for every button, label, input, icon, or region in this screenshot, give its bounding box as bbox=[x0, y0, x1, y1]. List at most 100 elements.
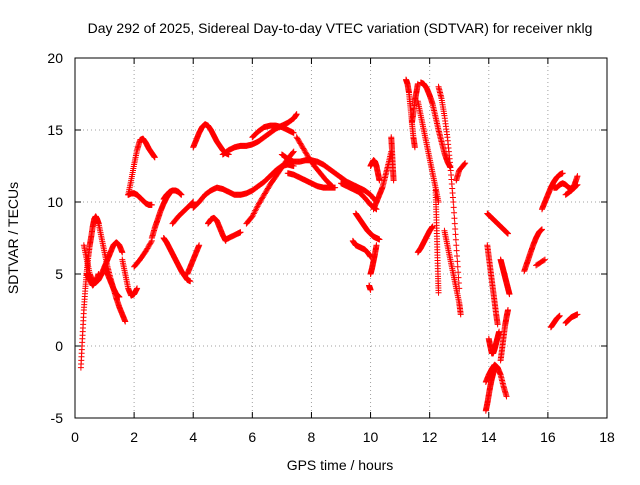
series-track-o bbox=[190, 161, 297, 211]
data-point bbox=[452, 231, 459, 238]
series-track-af bbox=[388, 134, 397, 184]
data-point bbox=[261, 190, 268, 197]
x-tick-label: 12 bbox=[422, 429, 438, 445]
series-track-ab bbox=[366, 282, 374, 293]
data-point bbox=[145, 244, 152, 251]
data-point bbox=[293, 111, 300, 118]
data-point bbox=[556, 312, 563, 319]
data-point bbox=[559, 170, 566, 177]
series-track-r bbox=[184, 242, 203, 277]
data-point bbox=[574, 311, 581, 318]
data-point bbox=[255, 201, 262, 208]
y-tick-label: 20 bbox=[47, 50, 63, 66]
x-tick-label: 6 bbox=[248, 429, 256, 445]
data-point bbox=[453, 247, 460, 254]
data-point bbox=[293, 134, 300, 141]
data-point bbox=[461, 161, 468, 168]
series-track-aw bbox=[521, 226, 545, 275]
x-tick-label: 10 bbox=[363, 429, 379, 445]
data-point bbox=[411, 144, 418, 151]
series-track-s bbox=[205, 214, 229, 244]
x-tick-labels: 0 2 4 6 8 10 12 14 16 18 bbox=[71, 429, 615, 445]
chart-title: Day 292 of 2025, Sidereal Day-to-day VTE… bbox=[88, 20, 593, 36]
series-track-a bbox=[77, 213, 102, 371]
data-point bbox=[301, 146, 308, 153]
data-point bbox=[260, 193, 267, 200]
data-point bbox=[253, 204, 260, 211]
data-point bbox=[187, 278, 194, 285]
data-point bbox=[296, 139, 303, 146]
data-point bbox=[462, 160, 469, 167]
series-track-an bbox=[432, 187, 442, 296]
data-point bbox=[504, 307, 511, 313]
data-point bbox=[429, 223, 436, 230]
data-point bbox=[254, 203, 261, 210]
data-point bbox=[263, 188, 270, 195]
data-point bbox=[454, 258, 461, 265]
data-point bbox=[453, 242, 460, 249]
data-point bbox=[506, 291, 513, 298]
data-point bbox=[145, 242, 152, 249]
data-point bbox=[290, 148, 297, 155]
y-tick-label: 0 bbox=[55, 338, 63, 354]
series-track-bc bbox=[562, 311, 581, 326]
data-point bbox=[454, 253, 461, 259]
series-track-w bbox=[284, 170, 339, 191]
data-point bbox=[367, 286, 374, 293]
data-point bbox=[297, 140, 304, 147]
x-tick-label: 2 bbox=[130, 429, 138, 445]
data-point bbox=[253, 206, 260, 213]
data-point bbox=[299, 144, 306, 151]
data-point bbox=[332, 184, 339, 191]
series-track-ao bbox=[453, 160, 469, 184]
data-point bbox=[303, 150, 310, 157]
series-track-ak bbox=[414, 223, 436, 256]
data-point bbox=[249, 213, 256, 220]
data-point bbox=[376, 236, 383, 243]
data-point bbox=[574, 181, 581, 188]
x-tick-label: 0 bbox=[71, 429, 79, 445]
y-tick-labels: -5 0 5 10 15 20 bbox=[47, 50, 63, 426]
data-point bbox=[328, 182, 335, 189]
series-track-ad bbox=[367, 157, 383, 184]
y-tick-label: 15 bbox=[47, 122, 63, 138]
data-point bbox=[147, 240, 154, 247]
data-point bbox=[298, 143, 305, 150]
data-point bbox=[250, 210, 257, 217]
data-point bbox=[373, 242, 380, 249]
data-point bbox=[255, 200, 262, 207]
data-point bbox=[264, 186, 271, 193]
series-track-f bbox=[83, 271, 102, 289]
data-point bbox=[258, 195, 265, 202]
x-tick-label: 4 bbox=[189, 429, 197, 445]
series-track-z bbox=[352, 210, 383, 243]
y-tick-label: 10 bbox=[47, 194, 63, 210]
series-track-av bbox=[497, 256, 513, 298]
y-tick-label: 5 bbox=[55, 266, 63, 282]
data-point bbox=[116, 294, 123, 301]
x-tick-label: 16 bbox=[540, 429, 556, 445]
data-point bbox=[504, 230, 511, 237]
data-point bbox=[298, 141, 305, 148]
series-track-g bbox=[125, 135, 158, 198]
series-track-i bbox=[131, 237, 155, 270]
data-point bbox=[148, 239, 155, 246]
series-track-t bbox=[222, 229, 244, 243]
data-point bbox=[134, 285, 141, 292]
series-track-am bbox=[441, 227, 464, 318]
series-track-m bbox=[169, 199, 197, 227]
data-point bbox=[301, 148, 308, 155]
data-point bbox=[178, 191, 185, 198]
plot-frame bbox=[74, 57, 608, 419]
data-point bbox=[251, 209, 258, 216]
data-point bbox=[302, 149, 309, 156]
data-point bbox=[289, 149, 296, 156]
data-point bbox=[290, 129, 297, 136]
data-point bbox=[300, 145, 307, 152]
data-point bbox=[144, 245, 151, 252]
data-point bbox=[258, 196, 265, 203]
data-point bbox=[573, 182, 580, 189]
data-point bbox=[151, 154, 158, 161]
data-point bbox=[252, 207, 259, 214]
